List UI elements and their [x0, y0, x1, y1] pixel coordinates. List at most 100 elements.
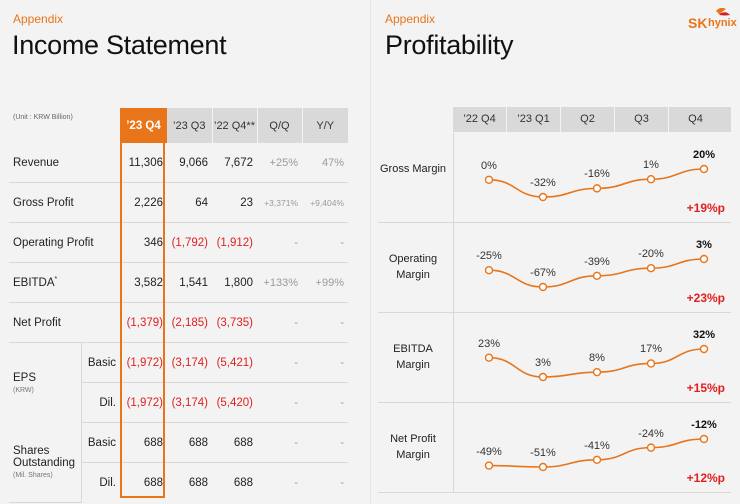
row-label-shares: Shares Outstanding (Mil. Shares)	[9, 422, 81, 503]
cell: 2,226	[120, 182, 167, 223]
table-row-operating-profit: Operating Profit 346 (1,792) (1,912) - -	[9, 222, 348, 263]
cell: 7,672	[212, 143, 257, 183]
cell: (3,735)	[212, 302, 257, 343]
data-point	[592, 367, 602, 377]
data-point	[699, 344, 709, 354]
unit-label: (Unit : KRW Billion)	[13, 114, 73, 121]
margin-line-chart	[484, 254, 709, 292]
data-label: 1%	[643, 159, 659, 172]
data-label: -24%	[638, 427, 664, 440]
col-header: Q3	[634, 113, 649, 125]
row-label: Net Profit	[9, 302, 120, 343]
cell: 688	[188, 476, 208, 489]
data-point	[538, 282, 548, 292]
margin-label: Operating Margin	[388, 253, 438, 281]
cell: 1,800	[212, 262, 257, 303]
table-row-ebitda: EBITDA* 3,582 1,541 1,800 +133% +99%	[9, 262, 348, 303]
margin-label: EBITDA Margin	[393, 343, 433, 371]
data-point	[699, 164, 709, 174]
col-header: Q2	[580, 113, 595, 125]
table-row-eps-basic: EPS (KRW) Basic (1,972) (3,174) (5,421) …	[9, 342, 348, 394]
data-point	[646, 264, 656, 273]
row-label: Revenue	[9, 143, 120, 183]
cell: 688	[120, 422, 167, 463]
cell: (5,420)	[212, 382, 257, 423]
margin-line-chart	[484, 434, 709, 472]
margin-line-chart	[484, 344, 709, 382]
row-label: EBITDA*	[9, 262, 120, 303]
data-point	[484, 266, 494, 275]
margin-row: Net Profit Margin -49% -51% -41% -24% -12% +12…	[378, 403, 731, 493]
page-title: Income Statement	[12, 30, 227, 60]
data-label: 23%	[477, 337, 501, 350]
butterfly-icon	[716, 7, 730, 16]
row-label: Gross Profit	[9, 182, 120, 223]
margin-row: Operating Margin -25% -67% -39% -20% 3% +23%p	[378, 223, 731, 313]
data-point	[484, 461, 494, 470]
data-label: 20%	[692, 149, 716, 161]
data-point	[538, 372, 548, 382]
table-row-eps-dil: Dil. (1,972) (3,174) (5,420) - -	[9, 382, 348, 423]
table-row-shares-dil: Dil. 688 688 688 - -	[9, 462, 348, 502]
cell: -	[302, 382, 348, 423]
cell: +133%	[257, 262, 302, 303]
sk-hynix-logo: SK hynix	[686, 6, 737, 34]
cell: -	[257, 422, 302, 463]
data-label: 0%	[481, 159, 497, 172]
sub-label: Basic	[80, 422, 120, 463]
cell: -	[302, 302, 348, 343]
cell: -	[257, 382, 302, 423]
data-point	[646, 175, 656, 184]
appendix-label: Appendix	[385, 12, 436, 26]
data-label: -41%	[584, 439, 610, 452]
cell: -	[257, 342, 302, 383]
col-header: ’23 Q4	[120, 108, 167, 143]
margin-label: Net Profit Margin	[390, 433, 436, 461]
cell: (1,972)	[120, 382, 167, 423]
data-label: 3%	[696, 239, 712, 251]
col-header: ’22 Q4	[463, 113, 496, 125]
yoy-delta: +12%p	[686, 471, 725, 485]
appendix-label: Appendix	[13, 12, 64, 26]
sub-label: Basic	[80, 342, 120, 383]
income-statement-panel: Appendix Income Statement (Unit : KRW Bi…	[0, 0, 370, 504]
cell: 346	[120, 222, 167, 263]
cell: 9,066	[167, 143, 212, 183]
yoy-delta: +23%p	[686, 291, 725, 305]
table-row-gross-profit: Gross Profit 2,226 64 23 +3,371% +9,404%	[9, 182, 348, 223]
col-header: ’23 Q3	[167, 108, 212, 143]
cell: -	[302, 422, 348, 463]
cell: (2,185)	[167, 302, 212, 343]
data-label: 32%	[692, 329, 716, 341]
cell: 688	[167, 422, 212, 463]
margin-row: EBITDA Margin 23% 3% 8% 17% 32% +15%p	[378, 313, 731, 403]
data-label: -51%	[530, 447, 556, 459]
table-row-revenue: Revenue 11,306 9,066 7,672 +25% 47%	[9, 143, 348, 183]
col-header: Y/Y	[301, 108, 348, 143]
income-statement-table: (Unit : KRW Billion) ’23 Q4 ’23 Q3 ’22 Q…	[9, 108, 348, 503]
cell: 64	[167, 182, 212, 223]
cell: 23	[212, 182, 257, 223]
data-label: -39%	[584, 255, 610, 268]
cell: -	[257, 222, 302, 263]
cell: 688	[233, 476, 253, 489]
data-label: 8%	[589, 352, 605, 365]
cell: -	[302, 222, 348, 263]
cell: 3,582	[120, 262, 167, 303]
cell: (1,912)	[212, 222, 257, 263]
col-header: ’23 Q1	[517, 113, 550, 125]
margin-row: Gross Margin 0% -32% -16% 1% 20% +19%p	[378, 133, 731, 223]
sub-label: Dil.	[80, 462, 120, 502]
cell: -	[340, 476, 344, 489]
cell: (3,174)	[167, 342, 212, 383]
row-label-eps: EPS (KRW)	[13, 371, 37, 394]
yoy-delta: +19%p	[686, 201, 725, 215]
data-label: -32%	[530, 177, 556, 189]
cell: (1,379)	[120, 302, 167, 343]
quarter-header: ’22 Q4 ’23 Q1 Q2 Q3 Q4	[453, 107, 731, 132]
data-label: -25%	[476, 250, 502, 263]
sub-label: Dil.	[80, 382, 120, 423]
data-label: -67%	[530, 267, 556, 279]
cell: 688	[143, 476, 163, 489]
page-title: Profitability	[385, 30, 514, 60]
